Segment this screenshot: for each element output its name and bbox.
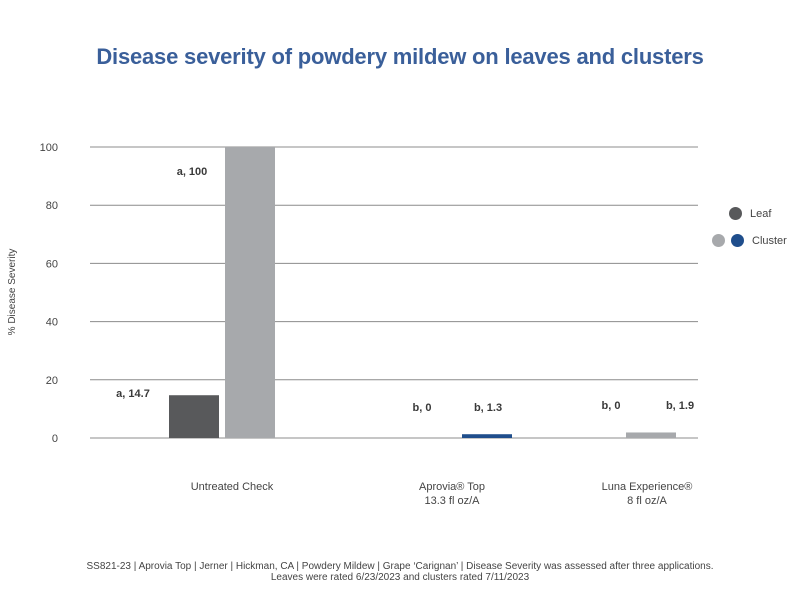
footnote-line-1: SS821-23 | Aprovia Top | Jerner | Hickma… [86,561,714,572]
x-category-label-line2: 13.3 fl oz/A [424,495,480,507]
y-tick-label: 20 [46,375,58,387]
x-category-label-line1: Aprovia® Top [419,481,485,493]
x-category-label: Aprovia® Top 13.3 fl oz/A [372,480,532,508]
data-label: a, 14.7 [116,388,150,400]
legend-label: Cluster [752,234,787,247]
x-category-label-line1: Untreated Check [190,481,274,493]
bar-cluster [462,434,512,438]
bar-leaf [169,395,219,438]
data-label: a, 100 [177,166,208,178]
footnote-line-2: Leaves were rated 6/23/2023 and clusters… [270,572,530,583]
x-category-label: Luna Experience® 8 fl oz/A [567,480,727,508]
data-label: b, 1.9 [666,400,694,412]
y-tick-label: 60 [46,258,58,270]
legend-swatch [729,207,742,220]
data-label: b, 0 [413,402,432,414]
x-category-label: Untreated Check [152,480,312,494]
y-tick-label: 0 [52,433,58,445]
x-category-label-line1: Luna Experience® [601,481,693,493]
chart-title: Disease severity of powdery mildew on le… [96,44,704,69]
data-label: b, 0 [602,400,621,412]
bar-cluster [626,432,676,438]
legend-swatch [712,234,725,247]
y-tick-label: 40 [46,317,58,329]
bar-cluster [225,147,275,438]
legend-item-cluster: Cluster [712,234,787,247]
data-label: b, 1.3 [474,402,502,414]
legend-item-leaf: Leaf [729,207,771,220]
y-tick-label: 80 [46,200,58,212]
footnote: SS821-23 | Aprovia Top | Jerner | Hickma… [0,561,800,583]
legend-swatch [731,234,744,247]
y-axis-label: % Disease Severity [7,249,18,336]
x-category-label-line2: 8 fl oz/A [627,495,667,507]
legend-label: Leaf [750,207,772,220]
y-tick-label: 100 [40,142,58,154]
